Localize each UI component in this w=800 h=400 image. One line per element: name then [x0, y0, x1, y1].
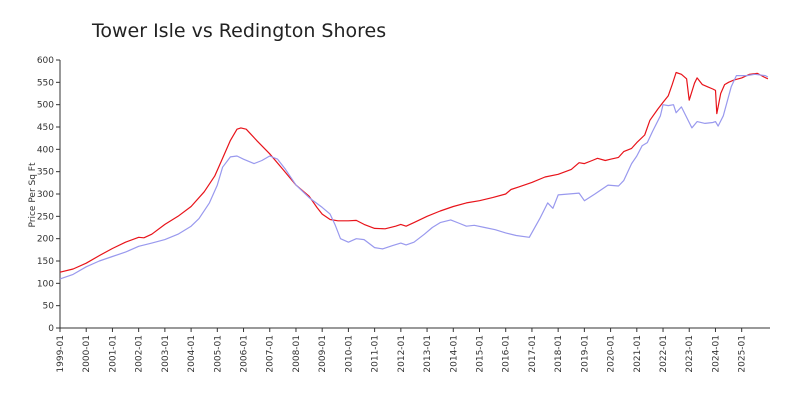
- x-tick-label: 2015-01: [475, 335, 485, 373]
- x-tick-label: 2005-01: [213, 335, 223, 373]
- x-tick-label: 2024-01: [711, 335, 721, 373]
- x-tick-label: 2004-01: [187, 335, 197, 373]
- y-tick-label: 150: [37, 257, 54, 267]
- x-tick-label: 2013-01: [423, 335, 433, 373]
- x-tick-label: 2017-01: [528, 335, 538, 373]
- x-axis: 1999-01 2000-01 2001-01 2002-01 2003-01 2004-…: [56, 327, 770, 373]
- x-tick-label: 2023-01: [685, 335, 695, 373]
- x-tick-label: 2009-01: [318, 335, 328, 373]
- y-axis-label: Price Per Sq Ft: [28, 162, 38, 227]
- x-tick-label: 1999-01: [56, 335, 66, 373]
- x-tick-label: 2020-01: [607, 335, 617, 373]
- y-tick-label: 550: [37, 78, 54, 88]
- x-tick-label: 2014-01: [449, 335, 459, 373]
- x-tick-label: 2012-01: [397, 335, 407, 373]
- x-tick-label: 2016-01: [502, 335, 512, 373]
- y-tick-label: 400: [37, 145, 54, 155]
- y-tick-label: 450: [37, 123, 54, 133]
- x-tick-label: 2022-01: [659, 335, 669, 373]
- y-tick-label: 500: [37, 101, 54, 111]
- y-tick-label: 200: [37, 235, 54, 245]
- x-tick-label: 2011-01: [371, 335, 381, 373]
- x-tick-label: 2010-01: [344, 335, 354, 373]
- x-tick-label: 2007-01: [266, 335, 276, 373]
- x-tick-label: 2006-01: [240, 335, 250, 373]
- x-tick-label: 2025-01: [738, 335, 748, 373]
- series-line-2: [59, 73, 769, 280]
- y-tick-label: 100: [37, 279, 54, 289]
- x-tick-label: 2000-01: [82, 335, 92, 373]
- series-line-1: [59, 71, 769, 273]
- x-tick-label: 2003-01: [161, 335, 171, 373]
- y-tick-label: 600: [37, 56, 54, 66]
- chart-title: Tower Isle vs Redington Shores: [91, 20, 386, 42]
- x-tick-label: 2021-01: [633, 335, 643, 373]
- y-tick-label: 350: [37, 168, 54, 178]
- series-layer: [59, 71, 769, 280]
- y-tick-label: 50: [43, 302, 55, 312]
- x-tick-label: 2002-01: [135, 335, 145, 373]
- y-tick-label: 250: [37, 212, 54, 222]
- y-tick-label: 0: [48, 324, 54, 334]
- x-tick-label: 2019-01: [580, 335, 590, 373]
- y-tick-label: 300: [37, 190, 54, 200]
- x-tick-label: 2018-01: [554, 335, 564, 373]
- x-tick-label: 2008-01: [292, 335, 302, 373]
- y-axis: 0 50 100 150 200 250 300 350 400 450 500 550 600: [37, 56, 61, 334]
- x-tick-label: 2001-01: [108, 335, 118, 373]
